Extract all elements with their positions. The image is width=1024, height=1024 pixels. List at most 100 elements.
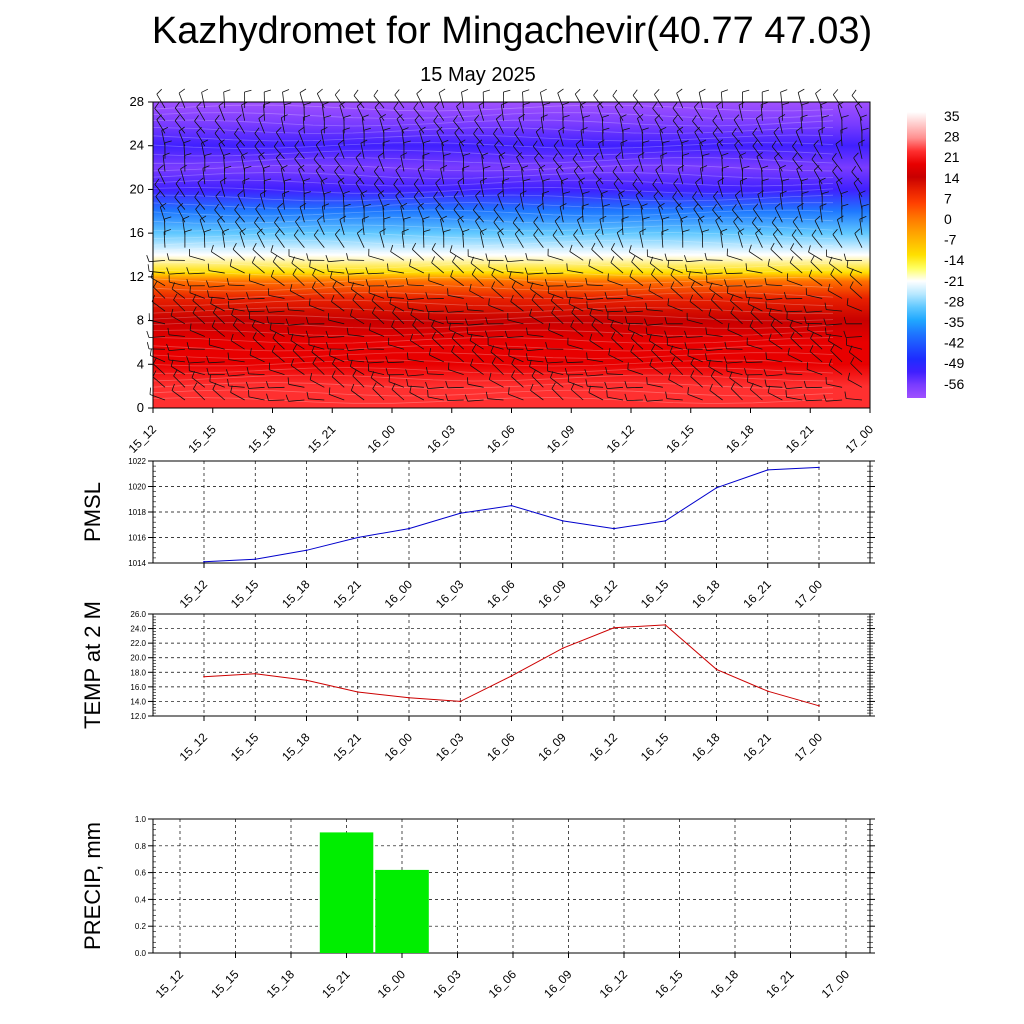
wind-barb-flag	[665, 391, 668, 399]
x-tick-label: 16_09	[541, 967, 575, 1001]
wind-barb	[457, 219, 465, 236]
contour-line	[152, 284, 834, 292]
wind-barb	[168, 348, 185, 351]
wind-barb	[840, 193, 843, 210]
wind-barb-flag	[658, 202, 665, 208]
wind-barb-flag	[353, 89, 359, 96]
wind-barb	[511, 376, 524, 388]
wind-barb	[827, 290, 843, 299]
wind-barb	[501, 104, 504, 121]
wind-barb	[288, 323, 305, 326]
wind-barb-flag	[483, 89, 491, 93]
wind-barb	[755, 233, 763, 248]
wind-barb	[512, 146, 524, 160]
wind-barb-flag	[196, 101, 202, 108]
wind-barb	[427, 310, 444, 313]
wind-barb-flag	[352, 369, 357, 377]
wind-barb	[770, 248, 783, 261]
wind-barb-flag	[747, 374, 749, 382]
wind-barb-flag	[578, 177, 586, 182]
contour-line	[152, 217, 834, 224]
wind-barb-flag	[339, 215, 347, 220]
wind-barb-flag	[473, 127, 478, 134]
wind-barb	[373, 171, 385, 185]
wind-barb-flag	[338, 139, 345, 145]
wind-barb	[435, 208, 445, 223]
wind-barb	[237, 194, 246, 210]
wind-barb	[252, 249, 265, 261]
wind-barb	[510, 301, 524, 312]
wind-barb	[233, 324, 245, 337]
wind-barb-flag	[501, 101, 508, 106]
wind-barb	[706, 359, 723, 363]
wind-barb-flag	[586, 301, 588, 309]
y-tick-label: 1020	[128, 483, 146, 492]
wind-barb-flag	[445, 305, 449, 313]
contour-line	[152, 389, 834, 397]
wind-barb-flag	[712, 114, 718, 122]
wind-barb-flag	[183, 140, 191, 144]
colorbar-label: 7	[944, 190, 952, 206]
wind-barb-flag	[841, 203, 849, 207]
wind-barb-flag	[849, 281, 854, 288]
wind-barb	[518, 117, 524, 134]
wind-barb	[337, 181, 345, 198]
wind-barb	[721, 155, 723, 172]
wind-barb	[507, 319, 524, 325]
wind-barb	[806, 369, 823, 375]
wind-barb	[311, 351, 325, 363]
wind-barb-flag	[224, 165, 232, 169]
wind-barb-flag	[269, 322, 272, 330]
wind-barb-flag	[167, 327, 170, 335]
wind-barb-flag	[325, 255, 329, 262]
wind-barb	[414, 119, 425, 134]
wind-barb	[675, 207, 684, 223]
wind-barb-flag	[847, 372, 851, 380]
wind-barb-flag	[734, 139, 740, 146]
wind-barb-flag	[830, 344, 835, 351]
wind-barb	[727, 329, 743, 337]
wind-barb-flag	[742, 89, 750, 93]
wind-barb	[252, 325, 265, 337]
wind-barb	[228, 284, 245, 287]
wind-barb	[268, 322, 285, 325]
x-tick-label: 16_12	[587, 730, 621, 764]
wind-barb-flag	[589, 333, 593, 341]
wind-barb	[629, 251, 644, 261]
wind-barb	[768, 314, 783, 325]
wind-barb-flag	[171, 383, 175, 391]
contour-line	[152, 397, 834, 404]
wind-barb-flag	[673, 178, 679, 185]
wind-barb	[766, 284, 783, 287]
wind-barb-flag	[204, 229, 212, 233]
wind-barb	[850, 363, 863, 375]
wind-barb-flag	[441, 139, 449, 144]
wind-barb	[826, 399, 843, 402]
wind-barb-flag	[508, 387, 510, 395]
wind-barb	[481, 155, 485, 172]
wind-barb	[727, 292, 743, 299]
wind-barb-flag	[222, 228, 230, 233]
wind-barb-flag	[394, 89, 400, 96]
wind-barb-flag	[153, 280, 158, 288]
wind-barb	[175, 183, 186, 198]
wind-barb	[395, 170, 405, 185]
wind-barb	[413, 183, 425, 198]
wind-barb	[559, 206, 564, 223]
wind-barb	[587, 298, 604, 301]
wind-barb	[514, 208, 524, 223]
wind-barb-flag	[628, 245, 632, 253]
wind-barb-flag	[170, 308, 174, 316]
wind-barb	[806, 294, 823, 299]
wind-barb-flag	[266, 381, 269, 389]
wind-barb	[214, 133, 226, 147]
wind-barb	[712, 209, 723, 223]
wind-barb-flag	[565, 290, 568, 298]
wind-barb	[388, 270, 405, 274]
wind-barb	[183, 142, 186, 159]
wind-barb-flag	[362, 216, 369, 220]
wind-barb	[401, 130, 405, 147]
wind-barb	[332, 286, 345, 299]
wind-barb-flag	[545, 342, 548, 349]
wind-barb	[660, 155, 664, 172]
